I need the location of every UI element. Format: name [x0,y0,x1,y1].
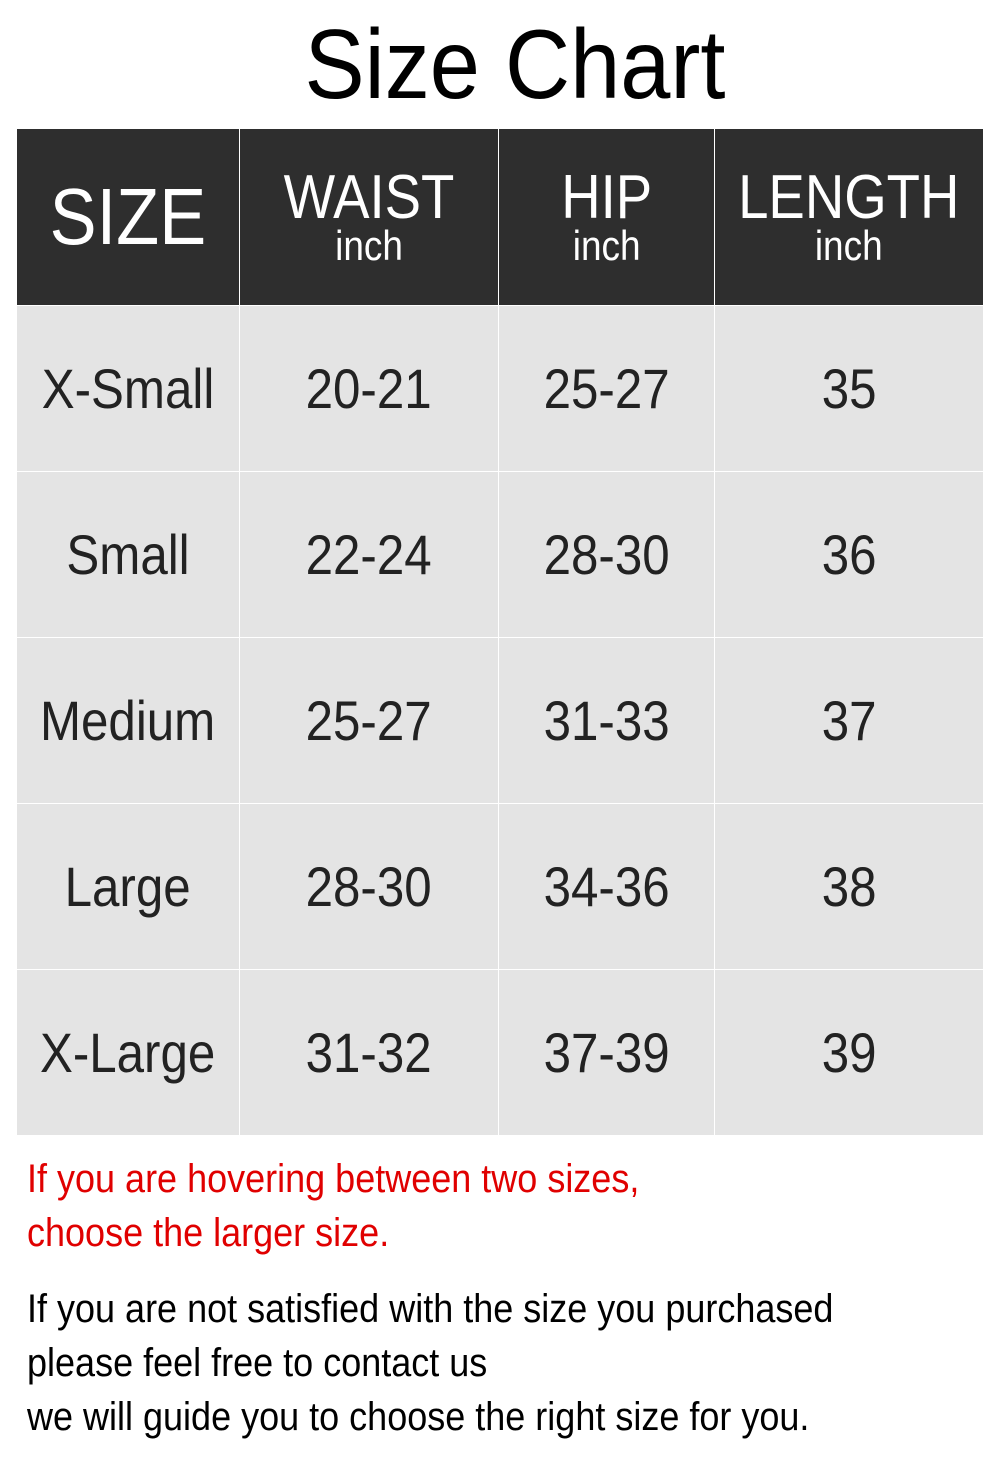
page-title: Size Chart [304,9,726,119]
table-row: Large 28-30 34-36 38 [16,803,984,970]
table-cell: 37-39 [498,969,715,1136]
note-line: we will guide you to choose the right si… [27,1395,810,1439]
table-row: X-Small 20-21 25-27 35 [16,305,984,472]
table-row: X-Large 31-32 37-39 39 [16,969,984,1136]
table-row: Medium 25-27 31-33 37 [16,637,984,804]
table-header-row: SIZE WAIST inch HIP inch LENGTH inch [16,128,984,306]
table-cell: 31-32 [239,969,499,1136]
cell-value: Small [66,523,190,586]
cell-value: 38 [821,855,877,918]
header-unit: inch [815,222,883,269]
table-cell: 28-30 [498,471,715,638]
table-row: Small 22-24 28-30 36 [16,471,984,638]
cell-value: 22-24 [305,523,433,586]
table-cell: 35 [714,305,984,472]
cell-value: 35 [821,357,877,420]
table-cell: X-Large [16,969,240,1136]
table-cell: 25-27 [498,305,715,472]
header-waist: WAIST inch [239,128,499,306]
header-size: SIZE [16,128,240,306]
contact-note: If you are not satisfied with the size y… [27,1282,833,1444]
table-cell: 34-36 [498,803,715,970]
header-label: SIZE [49,172,207,261]
header-label: LENGTH [738,163,960,232]
size-advice-note: If you are hovering between two sizes, c… [27,1152,639,1260]
cell-value: 28-30 [305,855,433,918]
table-cell: 20-21 [239,305,499,472]
header-length: LENGTH inch [714,128,984,306]
header-unit: inch [335,222,403,269]
cell-value: 37 [821,689,877,752]
header-label: WAIST [283,163,455,232]
note-line: choose the larger size. [27,1211,390,1255]
table-cell: 38 [714,803,984,970]
table-cell: 36 [714,471,984,638]
cell-value: 36 [821,523,877,586]
table-cell: Medium [16,637,240,804]
cell-value: 39 [821,1021,877,1084]
cell-value: 34-36 [543,855,670,918]
table-cell: 39 [714,969,984,1136]
cell-value: 37-39 [543,1021,670,1084]
cell-value: 28-30 [543,523,670,586]
cell-value: 25-27 [543,357,670,420]
note-line: If you are not satisfied with the size y… [27,1287,834,1331]
cell-value: 20-21 [305,357,433,420]
note-line: If you are hovering between two sizes, [27,1157,640,1201]
table-cell: 25-27 [239,637,499,804]
cell-value: Medium [40,689,216,752]
cell-value: 25-27 [305,689,433,752]
note-line: please feel free to contact us [27,1341,488,1385]
cell-value: 31-33 [543,689,670,752]
header-label: HIP [561,163,652,232]
table-cell: Small [16,471,240,638]
cell-value: 31-32 [305,1021,433,1084]
cell-value: X-Small [41,357,215,420]
cell-value: X-Large [40,1021,216,1084]
cell-value: Large [64,855,192,918]
table-cell: 22-24 [239,471,499,638]
size-table: SIZE WAIST inch HIP inch LENGTH inch X-Smal… [16,128,984,1136]
table-cell: 37 [714,637,984,804]
header-hip: HIP inch [498,128,715,306]
header-unit: inch [572,222,641,269]
table-cell: Large [16,803,240,970]
table-cell: 31-33 [498,637,715,804]
table-cell: X-Small [16,305,240,472]
table-cell: 28-30 [239,803,499,970]
